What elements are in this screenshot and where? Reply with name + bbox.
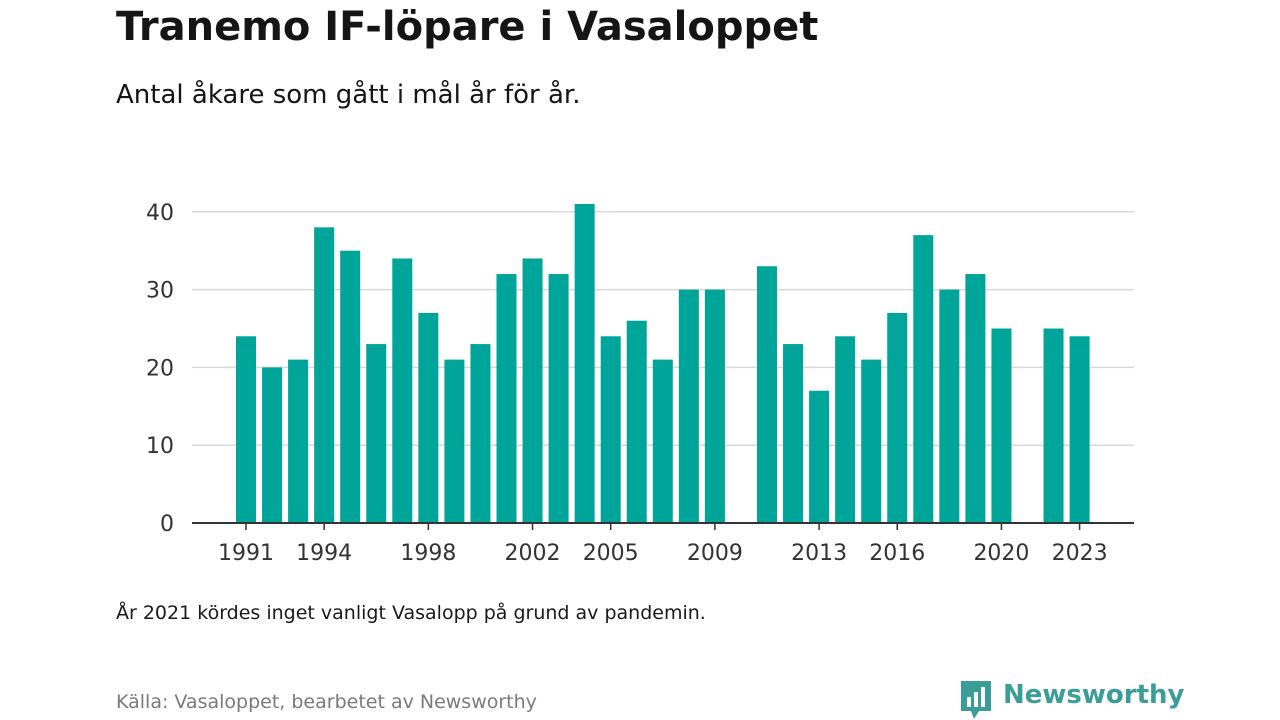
- bar-1998: [418, 312, 439, 523]
- x-tick-label: 1994: [296, 541, 352, 566]
- newsworthy-brand: Newsworthy: [959, 680, 1184, 720]
- bar-2015: [861, 359, 882, 523]
- bar-2006: [626, 320, 647, 523]
- bar-2001: [496, 274, 517, 523]
- bar-2005: [600, 336, 621, 523]
- bar-1993: [288, 359, 309, 523]
- bar-2009: [704, 289, 725, 523]
- bar-2003: [548, 274, 569, 523]
- y-tick-label: 20: [146, 356, 174, 381]
- y-tick-label: 40: [146, 201, 174, 226]
- bar-2019: [965, 274, 986, 523]
- chart-subtitle: Antal åkare som gått i mål år för år.: [116, 80, 581, 110]
- source-credit: Källa: Vasaloppet, bearbetet av Newswort…: [116, 691, 537, 713]
- x-tick-label: 2005: [583, 541, 639, 566]
- x-tick-label: 1998: [400, 541, 456, 566]
- bar-1992: [262, 367, 283, 523]
- x-tick-label: 2016: [869, 541, 925, 566]
- x-tick-label: 2023: [1052, 541, 1108, 566]
- x-tick-labels: 1991 1994 1998 2002 2005 2009 2013 2016 2020 2023: [218, 541, 1108, 566]
- bar-2004: [574, 204, 595, 523]
- newsworthy-logo-icon: [961, 681, 991, 719]
- bars: [236, 204, 1090, 524]
- x-axis: [192, 522, 1134, 530]
- bar-2020: [991, 328, 1012, 523]
- bar-1994: [314, 227, 335, 524]
- bar-2002: [522, 258, 543, 523]
- bar-chart: 0 10 20 30 40 1991 1994 1998 2002 2005 2009 2013 20…: [146, 201, 1134, 566]
- y-tick-label: 30: [146, 279, 174, 304]
- y-tick-labels: 0 10 20 30 40: [146, 201, 174, 537]
- chart-footnote: År 2021 kördes inget vanligt Vasalopp på…: [116, 602, 706, 624]
- bar-1991: [236, 336, 256, 523]
- bar-2022: [1043, 328, 1064, 523]
- bar-2013: [809, 390, 830, 523]
- x-tick-label: 2002: [505, 541, 561, 566]
- bar-1997: [392, 258, 413, 523]
- bar-2011: [757, 266, 777, 523]
- x-tick-label: 1991: [218, 541, 274, 566]
- bar-2023: [1069, 336, 1090, 523]
- bar-2000: [470, 344, 491, 523]
- bar-2008: [678, 289, 699, 523]
- x-tick-label: 2009: [687, 541, 743, 566]
- y-tick-label: 0: [160, 512, 174, 537]
- y-tick-label: 10: [146, 434, 174, 459]
- bar-2012: [783, 344, 804, 523]
- x-tick-label: 2020: [973, 541, 1029, 566]
- chart-title: Tranemo IF-löpare i Vasaloppet: [116, 4, 819, 50]
- bar-2007: [652, 359, 673, 523]
- bar-2017: [913, 235, 934, 523]
- bar-2016: [887, 312, 908, 523]
- bar-1999: [444, 359, 465, 523]
- bar-1996: [366, 344, 387, 523]
- bar-2014: [835, 336, 856, 523]
- bar-2018: [939, 289, 960, 523]
- brand-name: Newsworthy: [1003, 680, 1185, 710]
- bar-1995: [340, 250, 361, 523]
- x-tick-label: 2013: [791, 541, 847, 566]
